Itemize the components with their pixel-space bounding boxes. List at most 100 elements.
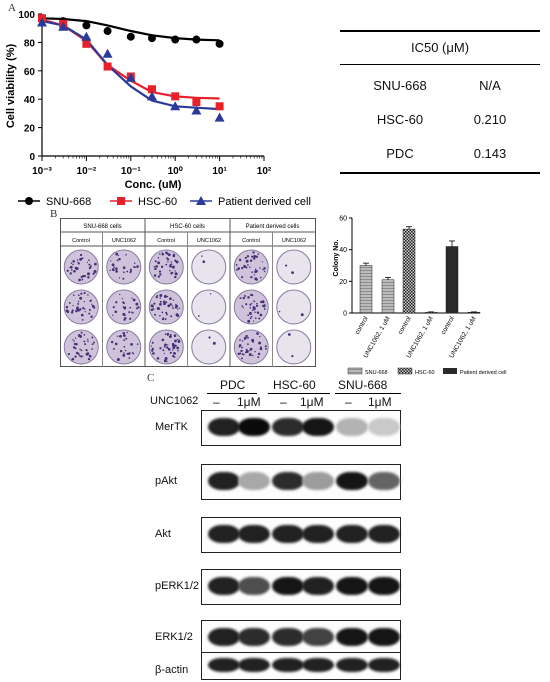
colony-dot (264, 345, 267, 348)
legend-hsc60: HSC-60 (110, 196, 177, 208)
colony-dot (123, 271, 125, 274)
colony-dot (130, 271, 132, 273)
colony-dot (177, 349, 179, 352)
blot-band (302, 627, 334, 647)
legend-snu668: SNU-668 (18, 196, 91, 208)
colony-dot (157, 257, 160, 259)
lane-label: 1μM (300, 395, 324, 409)
colony-dot (81, 279, 84, 281)
blot-band (238, 524, 270, 544)
colony-dot (124, 349, 127, 352)
colony-dot (72, 259, 75, 263)
colony-dot (240, 350, 243, 352)
culture-plate (191, 289, 227, 325)
colony-dot (117, 254, 120, 257)
colony-dot (241, 267, 244, 270)
colony-dot (249, 349, 251, 352)
colony-dot (171, 342, 175, 346)
fit-line (41, 20, 220, 111)
colony-dot (113, 347, 115, 350)
colony-dot (300, 313, 304, 317)
colony-dot (259, 267, 261, 269)
colony-dot (115, 270, 118, 273)
blot-band (272, 627, 304, 647)
colony-dot (74, 355, 77, 358)
colony-dot (257, 352, 261, 356)
colony-dot (78, 278, 81, 282)
lane-label: 1μM (237, 395, 261, 409)
colony-dot (253, 307, 256, 311)
blot-label: pERK1/2 (155, 580, 200, 592)
colony-dot (119, 349, 123, 353)
culture-plate (233, 249, 269, 285)
colony-dot (242, 306, 244, 309)
colony-dot (150, 345, 152, 347)
blot-band (238, 658, 270, 673)
bar (359, 265, 373, 314)
colony-dot (163, 359, 167, 363)
colony-dot (291, 271, 294, 275)
colony-dot (92, 305, 95, 308)
colony-dot (111, 263, 115, 267)
colony-dot (93, 270, 97, 273)
cell-line-rule (268, 393, 330, 394)
bar (445, 246, 459, 314)
blot-band (272, 417, 304, 437)
colony-dot (166, 332, 170, 336)
blot-band (302, 471, 334, 491)
x-tick-label: 10⁻¹ (121, 166, 141, 177)
colony-dot (135, 302, 139, 306)
colony-dot (118, 277, 121, 279)
cell-line-label: PDC (220, 378, 246, 392)
blot-band (208, 524, 240, 544)
colony-dot (84, 311, 86, 313)
colony-dot (247, 264, 249, 266)
colony-dot (94, 262, 97, 266)
colony-dot (154, 313, 157, 316)
colony-dot (246, 255, 250, 258)
colony-dot (167, 347, 171, 351)
colony-dot (254, 268, 257, 271)
colony-dot (88, 354, 92, 358)
colony-dot (239, 339, 241, 341)
colony-dot (291, 355, 294, 358)
colony-dot (72, 339, 74, 341)
blot-band (336, 524, 368, 544)
colony-dot (245, 348, 248, 351)
blot-band (368, 576, 400, 596)
culture-plate (276, 249, 312, 285)
colony-dot (236, 268, 238, 271)
colony-dot (171, 349, 174, 351)
culture-plate (191, 249, 227, 285)
viability-legend: SNU-668 HSC-60 Patient derived cell (18, 196, 311, 208)
blot-band (238, 471, 270, 491)
colony-dot (169, 269, 171, 272)
blot-band (208, 576, 240, 596)
x-tick-label: 10⁰ (168, 166, 183, 177)
colony-dot (122, 277, 125, 280)
blot-strip-erk (201, 620, 401, 656)
colony-dot (151, 341, 154, 344)
colony-dot (202, 260, 206, 263)
sub-header: UNC1062 (282, 238, 306, 244)
svg-text:SNU-668: SNU-668 (46, 196, 91, 208)
colony-dot (163, 295, 167, 298)
panel-a-letter: A (8, 2, 16, 14)
colony-dot (261, 261, 263, 263)
colony-dot (263, 267, 266, 270)
colony-dot (132, 298, 136, 302)
blot-band (302, 576, 334, 596)
culture-plate (276, 289, 312, 325)
colony-dot (170, 272, 173, 275)
colony-dot (166, 257, 168, 260)
colony-dot (73, 269, 76, 273)
colony-dot (173, 351, 176, 355)
bar (381, 279, 395, 314)
lane-label: – (213, 395, 220, 409)
colony-dot (167, 304, 171, 308)
table-bottom-rule (340, 172, 540, 174)
colony-dot (239, 297, 242, 300)
colony-dot (133, 265, 136, 269)
data-point (125, 72, 136, 82)
colony-dot (247, 336, 249, 339)
